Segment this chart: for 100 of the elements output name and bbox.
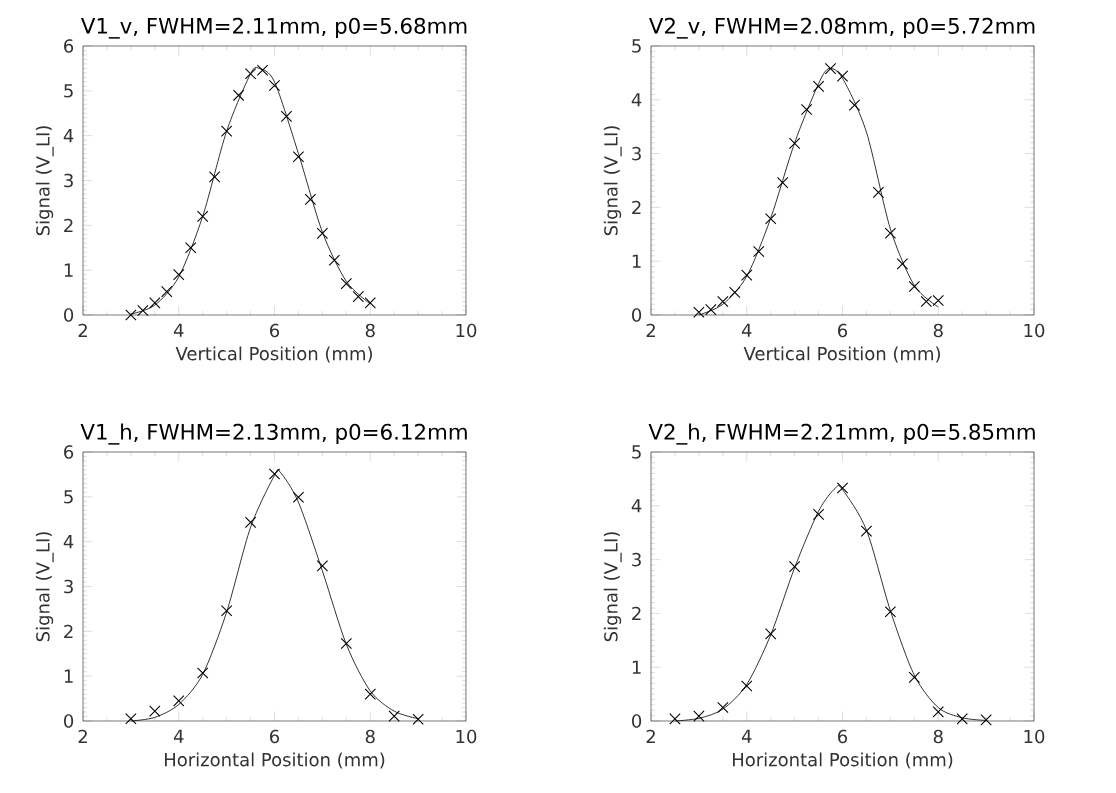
y-axis-title: Signal (V_LI) — [603, 126, 622, 236]
x-tick-label: 8 — [933, 729, 943, 744]
point — [412, 713, 424, 725]
point — [149, 297, 161, 309]
point — [340, 637, 353, 650]
y-tick-label: 0 — [64, 714, 74, 728]
point — [908, 671, 921, 684]
x-tick-label: 8 — [365, 323, 375, 338]
point — [161, 285, 173, 298]
y-tick-label: 0 — [632, 308, 642, 322]
point — [232, 89, 245, 102]
point — [173, 695, 185, 707]
point — [196, 667, 209, 679]
point — [328, 254, 341, 267]
point — [729, 286, 741, 299]
x-axis-title: Vertical Position (mm) — [175, 346, 372, 363]
point — [764, 212, 777, 225]
point — [788, 137, 801, 150]
y-tick-label: 2 — [632, 200, 641, 215]
y-tick-label: 1 — [64, 669, 73, 683]
point — [220, 604, 233, 617]
point — [244, 516, 257, 529]
point — [717, 295, 729, 308]
point — [956, 713, 968, 725]
point — [824, 62, 837, 75]
point — [812, 508, 825, 521]
point — [388, 710, 400, 722]
point — [884, 227, 897, 239]
point — [316, 227, 329, 240]
y-axis-title: Signal (V_LI) — [603, 532, 622, 642]
point — [304, 193, 317, 206]
y-tick-label: 4 — [631, 93, 642, 107]
y-tick-label: 2 — [632, 606, 641, 621]
x-tick-label: 6 — [270, 323, 280, 338]
point — [364, 297, 376, 309]
x-tick-label: 6 — [270, 729, 280, 744]
y-tick-label: 1 — [632, 660, 641, 674]
y-tick-label: 2 — [64, 218, 73, 233]
y-tick-label: 5 — [632, 39, 641, 53]
point — [980, 714, 992, 726]
point — [872, 186, 885, 199]
y-tick-label: 4 — [63, 129, 74, 143]
point — [788, 560, 801, 573]
x-tick-label: 10 — [1024, 323, 1045, 338]
point — [125, 713, 137, 725]
y-tick-label: 1 — [632, 254, 641, 268]
point — [896, 258, 909, 270]
point — [693, 306, 705, 319]
x-tick-label: 2 — [78, 323, 87, 338]
x-tick-label: 2 — [646, 729, 655, 744]
point — [800, 103, 813, 116]
point — [268, 468, 281, 480]
point — [149, 705, 161, 717]
y-tick-label: 4 — [631, 499, 642, 513]
y-tick-label: 6 — [64, 445, 74, 459]
point — [693, 710, 705, 722]
y-tick-label: 4 — [63, 535, 74, 549]
point — [753, 245, 765, 258]
point — [812, 80, 825, 93]
x-axis-title: Vertical Position (mm) — [743, 346, 940, 363]
x-tick-label: 2 — [646, 323, 655, 338]
point — [717, 701, 729, 714]
y-axis-title: Signal (V_LI) — [35, 126, 54, 236]
point — [316, 560, 329, 572]
x-tick-label: 4 — [173, 729, 184, 743]
x-tick-label: 6 — [838, 323, 848, 338]
y-tick-label: 5 — [632, 445, 641, 459]
point — [173, 268, 185, 281]
point — [908, 280, 921, 293]
point — [292, 151, 305, 163]
point — [292, 491, 305, 504]
chart-title: V1_v, FWHM=2.11mm, p0=5.68mm — [80, 17, 467, 39]
point — [836, 70, 849, 82]
point — [669, 713, 681, 725]
chart-title: V2_h, FWHM=2.21mm, p0=5.85mm — [648, 423, 1035, 445]
point — [705, 303, 717, 316]
y-tick-label: 3 — [632, 552, 641, 567]
y-tick-label: 3 — [64, 173, 73, 188]
y-tick-label: 3 — [632, 146, 641, 161]
point — [256, 64, 269, 76]
x-axis-title: Horizontal Position (mm) — [733, 752, 953, 769]
point — [184, 242, 197, 254]
point — [741, 269, 753, 281]
x-tick-label: 8 — [365, 729, 375, 744]
x-axis-title: Horizontal Position (mm) — [165, 752, 385, 769]
y-tick-label: 1 — [64, 263, 73, 277]
point — [137, 304, 149, 317]
y-tick-label: 0 — [632, 714, 642, 728]
x-tick-label: 6 — [838, 729, 848, 744]
y-tick-label: 5 — [64, 490, 73, 504]
y-tick-label: 0 — [64, 308, 74, 322]
chart-title: V1_h, FWHM=2.13mm, p0=6.12mm — [80, 423, 467, 445]
point — [208, 171, 221, 183]
point — [268, 79, 281, 92]
point — [280, 110, 293, 123]
point — [836, 482, 849, 494]
point — [932, 706, 944, 718]
x-tick-label: 10 — [456, 323, 477, 338]
y-axis-title: Signal (V_LI) — [35, 532, 54, 642]
y-tick-label: 6 — [64, 39, 74, 53]
